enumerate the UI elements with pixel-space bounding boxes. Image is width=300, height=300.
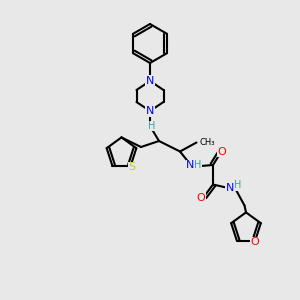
Text: S: S [129, 162, 136, 172]
Text: O: O [196, 193, 206, 203]
Text: O: O [218, 146, 226, 157]
Text: H: H [194, 160, 201, 170]
Text: H: H [148, 121, 155, 131]
Text: CH₃: CH₃ [200, 138, 215, 147]
Text: H: H [234, 180, 242, 190]
Text: N: N [226, 183, 234, 193]
Text: N: N [146, 76, 154, 86]
Text: N: N [146, 106, 154, 116]
Text: O: O [251, 237, 260, 247]
Text: N: N [186, 160, 195, 170]
